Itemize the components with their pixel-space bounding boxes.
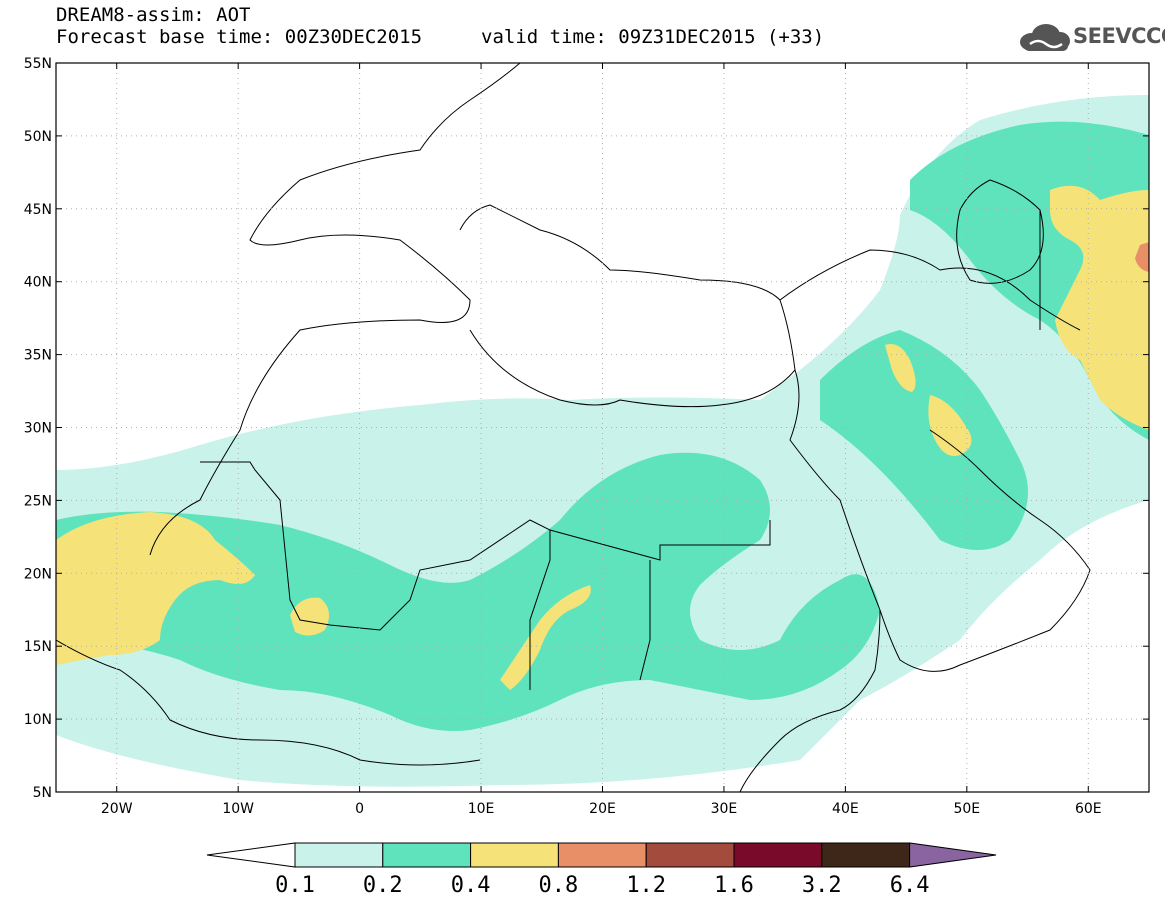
lon-label: 10W bbox=[222, 801, 254, 817]
lon-label: 50E bbox=[953, 801, 980, 817]
colorbar-segment bbox=[645, 842, 735, 868]
colorbar-label: 0.2 bbox=[363, 873, 403, 898]
map-title: DREAM8-assim: AOT bbox=[56, 4, 251, 26]
colorbar-segment bbox=[382, 842, 472, 868]
seevccc-cloud-logo-icon bbox=[1020, 24, 1070, 51]
colorbar-label: 0.4 bbox=[451, 873, 491, 898]
lon-label: 20E bbox=[589, 801, 616, 817]
colorbar-left-arrow bbox=[206, 842, 296, 868]
lat-label: 55N bbox=[24, 56, 52, 72]
lat-label: 10N bbox=[24, 712, 52, 728]
colorbar-segment bbox=[557, 842, 647, 868]
forecast-base-time: Forecast base time: 00Z30DEC2015 bbox=[56, 26, 423, 48]
longitude-labels: 20W 10W 0 10E 20E 30E 40E 50E 60E bbox=[101, 801, 1102, 817]
axis-ticks bbox=[56, 62, 1149, 793]
colorbar-label: 3.2 bbox=[802, 873, 842, 898]
colorbar-label: 1.2 bbox=[626, 873, 666, 898]
lat-label: 45N bbox=[24, 202, 52, 218]
colorbar-segment bbox=[821, 842, 911, 868]
colorbar-segment bbox=[470, 842, 559, 868]
colorbar-right-arrow bbox=[909, 842, 997, 868]
colorbar: 0.1 0.2 0.4 0.8 1.2 1.6 3.2 6.4 bbox=[206, 842, 997, 898]
colorbar-segment bbox=[733, 842, 823, 868]
lon-label: 30E bbox=[711, 801, 738, 817]
colorbar-label: 0.8 bbox=[539, 873, 579, 898]
aot-band-0.4-0.8 bbox=[56, 185, 1149, 690]
lon-label: 10E bbox=[468, 801, 495, 817]
lon-label: 20W bbox=[101, 801, 133, 817]
lat-label: 40N bbox=[24, 275, 52, 291]
lon-label: 60E bbox=[1075, 801, 1102, 817]
colorbar-label: 0.1 bbox=[275, 873, 315, 898]
lat-label: 50N bbox=[24, 129, 52, 145]
valid-time: valid time: 09Z31DEC2015 (+33) bbox=[481, 26, 825, 48]
logo-text: SEEVCCC bbox=[1073, 24, 1165, 48]
lat-label: 15N bbox=[24, 639, 52, 655]
coastlines-borders bbox=[56, 63, 1091, 792]
colorbar-label: 1.6 bbox=[714, 873, 754, 898]
lon-label: 0 bbox=[355, 801, 364, 817]
colorbar-segment bbox=[294, 842, 384, 868]
lon-label: 40E bbox=[832, 801, 859, 817]
aot-contours bbox=[56, 95, 1149, 787]
lat-label: 35N bbox=[24, 348, 52, 364]
lat-label: 30N bbox=[24, 421, 52, 437]
aot-band-0.8-1.2 bbox=[1135, 242, 1149, 272]
lat-label: 20N bbox=[24, 566, 52, 582]
lat-label: 25N bbox=[24, 493, 52, 509]
latitude-labels: 55N 50N 45N 40N 35N 30N 25N 20N 15N 10N 5N bbox=[24, 56, 52, 801]
colorbar-label: 6.4 bbox=[890, 873, 930, 898]
lat-label: 5N bbox=[33, 785, 52, 801]
